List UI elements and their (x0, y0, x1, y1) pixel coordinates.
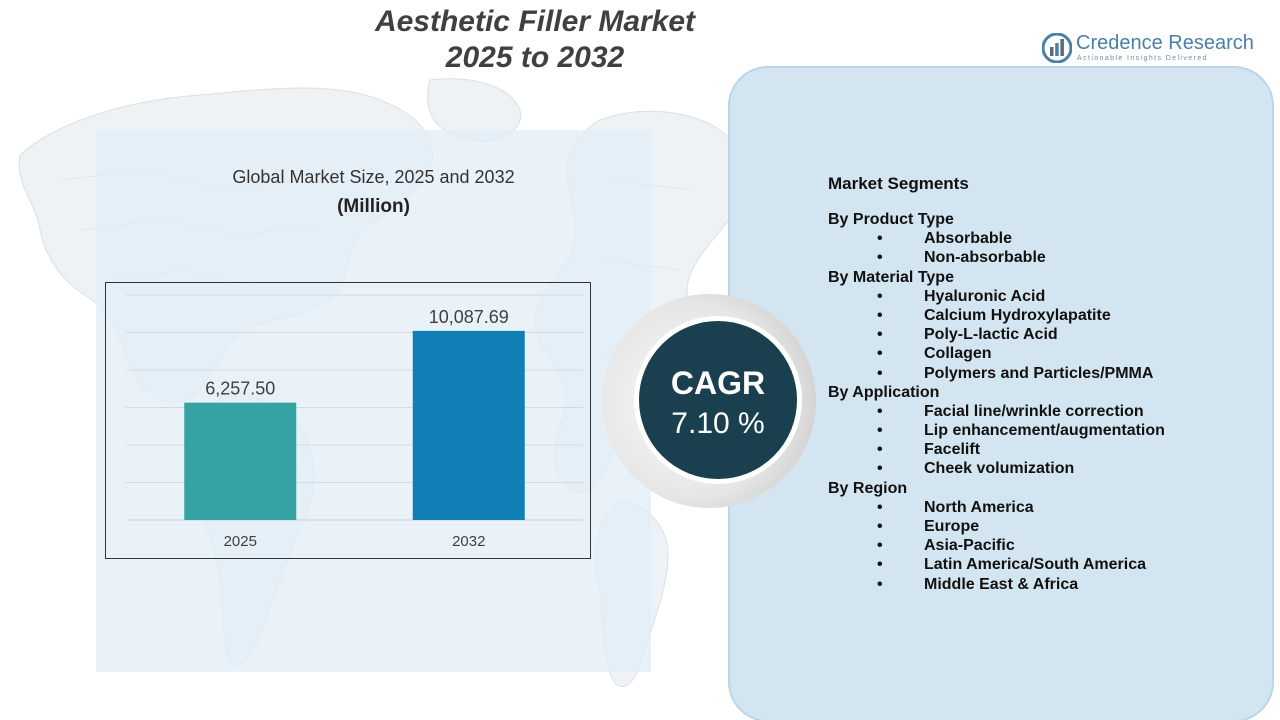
segment-heading: By Product Type (828, 211, 954, 228)
segment-heading: By Material Type (828, 268, 954, 286)
page-title-line-1: Aesthetic Filler Market (374, 5, 696, 38)
cagr-label: CAGR (670, 365, 766, 401)
x-tick-label: 2032 (452, 533, 485, 550)
segment-item: Cheek volumization (828, 459, 1268, 478)
bar-2032 (412, 330, 525, 520)
segment-item: Latin America/South America (828, 555, 1268, 574)
segment-item: Collagen (828, 344, 1268, 363)
cagr-badge: CAGR 7.10 % (634, 316, 802, 484)
company-logo: Credence Research Actionable Insights De… (1040, 30, 1260, 70)
segment-item: Europe (828, 517, 1268, 536)
chart-subtitle: (Million) (337, 196, 410, 217)
data-label: 10,087.69 (429, 307, 509, 327)
bar-2025 (184, 402, 297, 520)
logo-tagline: Actionable Insights Delivered (1077, 55, 1208, 62)
segment-item: Middle East & Africa (828, 575, 1268, 594)
data-label: 6,257.50 (205, 379, 275, 399)
segment-heading: By Application (828, 383, 940, 401)
bar-chart: 6,257.50 2025 10,087.69 2032 (105, 282, 591, 559)
segments-panel (728, 66, 1274, 720)
logo-name: Credence Research (1076, 32, 1254, 54)
credence-research-logo-icon (1042, 33, 1072, 63)
segment-item: North America (828, 498, 1268, 517)
x-tick-label: 2025 (224, 533, 257, 550)
bar-chart-plot: 6,257.50 2025 10,087.69 2032 (126, 294, 583, 550)
segment-item: Non-absorbable (828, 248, 1268, 267)
market-segments: Market Segments By Product TypeAbsorbabl… (828, 174, 1268, 594)
cagr-value: 7.10 % (671, 407, 765, 440)
segment-item: Poly-L-lactic Acid (828, 325, 1268, 344)
segment-item: Polymers and Particles/PMMA (828, 364, 1268, 383)
segments-list: By Product TypeAbsorbableNon-absorbableB… (828, 210, 1268, 594)
page-title: Aesthetic Filler Market 2025 to 2032 (330, 4, 740, 76)
chart-title: Global Market Size, 2025 and 2032 (232, 167, 515, 187)
segment-heading: By Region (828, 479, 908, 497)
segment-item: Lip enhancement/augmentation (828, 421, 1268, 440)
segment-item: Asia-Pacific (828, 536, 1268, 555)
segment-item: Absorbable (828, 229, 1268, 248)
chart-panel (96, 130, 651, 672)
segment-item: Facelift (828, 440, 1268, 459)
page-title-line-2: 2025 to 2032 (445, 41, 625, 74)
segment-item: Facial line/wrinkle correction (828, 402, 1268, 421)
segments-title: Market Segments (828, 174, 969, 193)
segment-item: Calcium Hydroxylapatite (828, 306, 1268, 325)
segment-item: Hyaluronic Acid (828, 287, 1268, 306)
